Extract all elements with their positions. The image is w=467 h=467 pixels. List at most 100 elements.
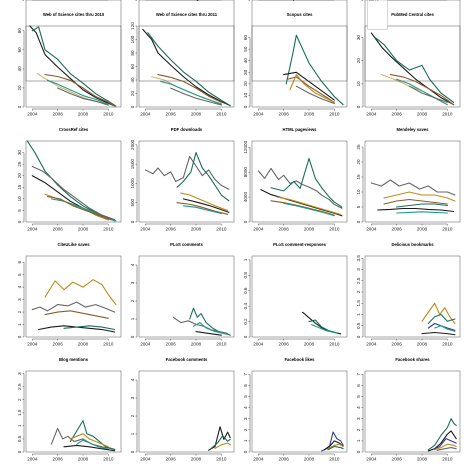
y-tick-label: 0 [243, 450, 248, 453]
y-tick-label: 10 [17, 196, 22, 202]
y-tick-label: 0 [243, 335, 248, 338]
series-line-2 [210, 435, 231, 449]
y-tick-label: 1.5 [356, 300, 361, 307]
x-axis: 2004 2006 2008 2010 [253, 453, 340, 462]
panel-title: Mendeley saves [397, 127, 430, 132]
x-tick-label: 2004 [27, 342, 38, 347]
plot-frame [25, 255, 122, 338]
y-tick-label: 0 [246, 0, 249, 1]
y-tick-label: 3 [133, 0, 136, 1]
x-tick-label: 2008 [191, 457, 202, 462]
series-line-3 [182, 198, 230, 213]
x-tick-label: 2006 [166, 112, 177, 117]
y-tick-label: 3 [130, 396, 135, 399]
x-tick-label: 2008 [78, 112, 89, 117]
x-tick-label: 2008 [304, 342, 315, 347]
y-axis: 0 1 2 3 4 5 6 7 [243, 373, 251, 453]
series-line-6 [182, 205, 222, 215]
series-line-1 [427, 418, 457, 451]
series-line-5 [270, 200, 335, 216]
y-tick-label: 2.5 [356, 277, 361, 284]
x-tick-label: 2006 [279, 0, 290, 1]
series-line-3 [431, 438, 457, 451]
x-axis: 2004 2006 2008 2010 [366, 223, 453, 232]
y-tick-label: 25 [356, 144, 361, 150]
x-tick-label: 2004 [140, 0, 151, 1]
y-tick-label: 3.5 [356, 255, 361, 262]
x-axis: 2004 2006 2008 2010 [27, 108, 114, 117]
x-tick-label: 2006 [279, 227, 290, 232]
y-tick-label: 0 [356, 220, 361, 223]
y-tick-label: 1000 [130, 178, 135, 189]
y-axis: 0 1 2 3 4 [130, 263, 138, 338]
y-tick-label: 80 [130, 50, 135, 56]
series-line-5 [176, 202, 229, 215]
series-line-4 [276, 196, 342, 216]
x-tick-label: 2008 [417, 0, 428, 1]
y-tick-label: 3 [243, 417, 248, 420]
y-tick-label: 4 [130, 378, 135, 381]
x-axis: 2004 2006 2008 2010 [253, 338, 340, 347]
legend-entry: pone [376, 0, 382, 1]
x-tick-label: 2008 [191, 112, 202, 117]
series-line-4 [396, 203, 448, 208]
y-tick-label: 20 [130, 91, 135, 97]
y-tick-label: 1500 [130, 159, 135, 170]
plot-frame [138, 140, 235, 223]
x-tick-label: 2006 [279, 112, 290, 117]
y-tick-label: 0.5 [18, 0, 25, 1]
series-line-4 [289, 74, 335, 103]
y-tick-label: 0.8 [243, 272, 248, 279]
series-line-4 [180, 192, 229, 211]
x-tick-label: 2004 [140, 457, 151, 462]
y-tick-label: -0.5 [17, 0, 25, 1]
series-line-1 [257, 167, 343, 209]
plot-frame [25, 0, 122, 82]
y-tick-label: -1 [19, 0, 24, 1]
panel-title: Wikipedia cites [284, 0, 315, 1]
series-line-1 [29, 25, 116, 107]
x-tick-label: 2010 [329, 457, 340, 462]
y-tick-label: 10 [356, 189, 361, 195]
series-line-4 [195, 331, 222, 336]
x-tick-label: 2008 [78, 227, 89, 232]
y-tick-label: 20 [243, 81, 248, 87]
series-line-1 [370, 179, 456, 196]
series-line-5 [377, 207, 455, 213]
series-line-3 [69, 433, 109, 448]
y-tick-label: 0.2 [243, 318, 248, 325]
y-tick-label: 0 [133, 0, 136, 1]
y-tick-label: 3 [246, 0, 249, 1]
y-tick-label: 0 [130, 335, 135, 338]
y-tick-label: 1 [130, 317, 135, 320]
y-tick-label: 25 [17, 161, 22, 167]
x-tick-label: 2010 [442, 0, 453, 1]
y-tick-label: 30 [356, 35, 361, 41]
y-axis: 0 10 20 30 [356, 35, 364, 108]
x-axis: 2004 2006 2008 2010 [366, 338, 453, 347]
x-tick-label: 2010 [103, 112, 114, 117]
x-tick-label: 2008 [78, 342, 89, 347]
y-axis: 0 1 2 3 4 5 6 7 [356, 373, 364, 453]
legend-entry: pcbi [376, 0, 381, 1]
y-axis: 0 500 1000 1500 2000 [130, 139, 138, 223]
y-tick-label: 5 [133, 0, 136, 1]
series-line-4 [434, 325, 456, 332]
y-tick-label: 6 [243, 384, 248, 387]
y-tick-label: 5 [17, 273, 22, 276]
y-tick-label: 3 [356, 268, 361, 271]
plot-frame [251, 140, 348, 223]
x-axis: 2004 2006 2008 2010 [27, 0, 114, 1]
panel-title: Web of Science cites thru 2010 [43, 12, 105, 17]
x-tick-label: 2006 [392, 342, 403, 347]
x-tick-label: 2010 [442, 227, 453, 232]
y-tick-label: 0 [20, 0, 23, 1]
x-tick-label: 2004 [27, 227, 38, 232]
y-tick-label: 0 [243, 105, 248, 108]
x-tick-label: 2010 [216, 457, 227, 462]
panel-14: Facebook comments 0 1 2 3 4 2004 2006 2008 2010 [130, 357, 235, 462]
